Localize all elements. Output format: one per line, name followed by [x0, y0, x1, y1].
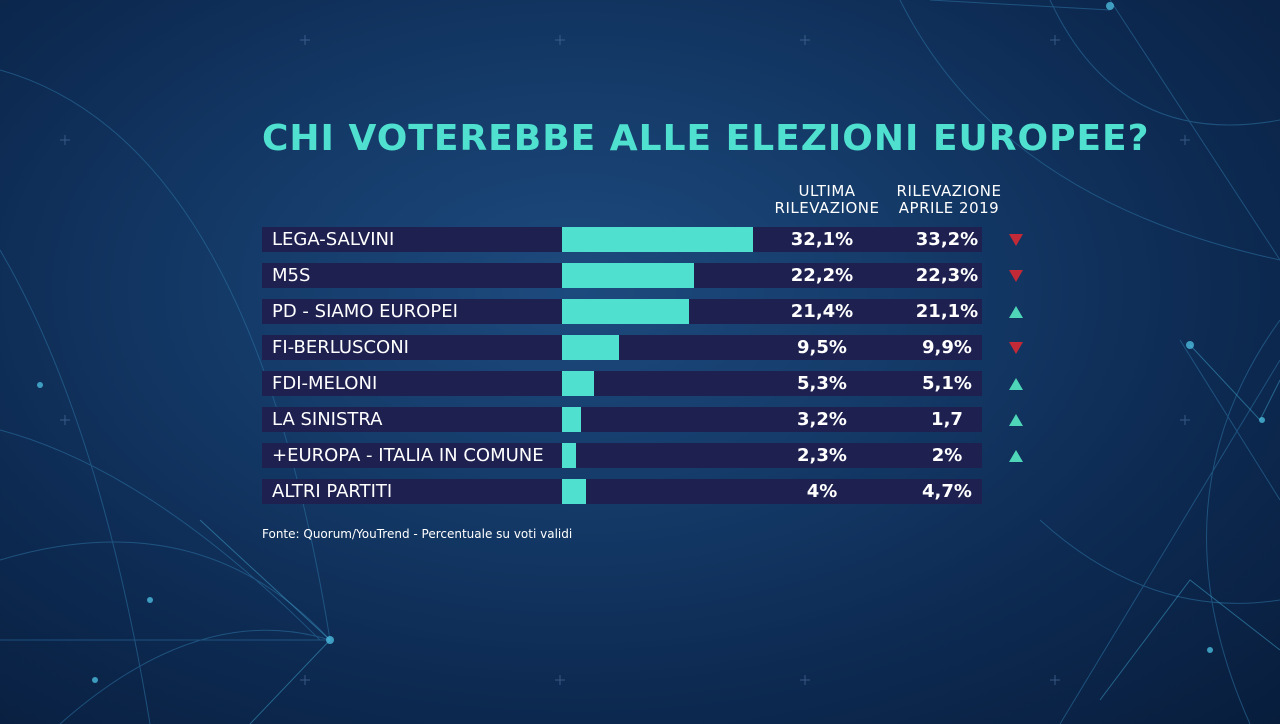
- party-label: M5S: [272, 265, 311, 286]
- bar: [562, 263, 695, 288]
- table-row: M5S 22,2% 22,3%: [262, 263, 1023, 288]
- column-header-ultima-line1: ULTIMA: [798, 182, 856, 200]
- trend-up-icon: [1009, 306, 1023, 318]
- value-aprile: 5,1%: [922, 373, 972, 394]
- bar: [562, 371, 594, 396]
- party-label: LA SINISTRA: [272, 409, 383, 430]
- value-ultima: 5,3%: [797, 373, 847, 394]
- party-label: LEGA-SALVINI: [272, 229, 395, 250]
- bar: [562, 479, 586, 504]
- column-header-aprile-line2: APRILE 2019: [898, 199, 1000, 217]
- chart-title: CHI VOTEREBBE ALLE ELEZIONI EUROPEE?: [262, 118, 1150, 159]
- bar: [562, 335, 619, 360]
- value-aprile: 1,7: [931, 409, 963, 430]
- party-label: PD - SIAMO EUROPEI: [272, 301, 458, 322]
- value-aprile: 21,1%: [915, 301, 979, 322]
- bar: [562, 443, 576, 468]
- party-label: +EUROPA - ITALIA IN COMUNE: [272, 445, 544, 466]
- table-row: LEGA-SALVINI 32,1% 33,2%: [262, 227, 1023, 252]
- bar: [562, 299, 690, 324]
- trend-up-icon: [1009, 450, 1023, 462]
- column-header-aprile: RILEVAZIONE APRILE 2019: [874, 183, 1024, 217]
- value-ultima: 21,4%: [790, 301, 854, 322]
- value-ultima: 2,3%: [797, 445, 847, 466]
- trend-up-icon: [1009, 378, 1023, 390]
- value-aprile: 22,3%: [915, 265, 979, 286]
- party-label: FDI-MELONI: [272, 373, 378, 394]
- table-row: FDI-MELONI 5,3% 5,1%: [262, 371, 1023, 396]
- value-aprile: 9,9%: [922, 337, 972, 358]
- table-row: +EUROPA - ITALIA IN COMUNE 2,3% 2%: [262, 443, 1023, 468]
- value-aprile: 33,2%: [915, 229, 979, 250]
- source-note: Fonte: Quorum/YouTrend - Percentuale su …: [262, 527, 573, 541]
- bar: [562, 407, 582, 432]
- party-label: FI-BERLUSCONI: [272, 337, 409, 358]
- value-aprile: 2%: [931, 445, 963, 466]
- trend-down-icon: [1009, 342, 1023, 354]
- column-header-ultima: ULTIMA RILEVAZIONE: [752, 183, 902, 217]
- value-ultima: 3,2%: [797, 409, 847, 430]
- trend-down-icon: [1009, 270, 1023, 282]
- table-row: ALTRI PARTITI 4% 4,7%: [262, 479, 982, 504]
- party-label: ALTRI PARTITI: [272, 481, 393, 502]
- bar: [562, 227, 753, 252]
- trend-up-icon: [1009, 414, 1023, 426]
- column-header-aprile-line1: RILEVAZIONE: [896, 182, 1002, 200]
- value-ultima: 4%: [806, 481, 838, 502]
- value-ultima: 9,5%: [797, 337, 847, 358]
- column-header-ultima-line2: RILEVAZIONE: [774, 199, 880, 217]
- value-aprile: 4,7%: [922, 481, 972, 502]
- value-ultima: 32,1%: [790, 229, 854, 250]
- value-ultima: 22,2%: [790, 265, 854, 286]
- trend-down-icon: [1009, 234, 1023, 246]
- table-row: PD - SIAMO EUROPEI 21,4% 21,1%: [262, 299, 1023, 324]
- table-row: LA SINISTRA 3,2% 1,7: [262, 407, 1023, 432]
- table-row: FI-BERLUSCONI 9,5% 9,9%: [262, 335, 1023, 360]
